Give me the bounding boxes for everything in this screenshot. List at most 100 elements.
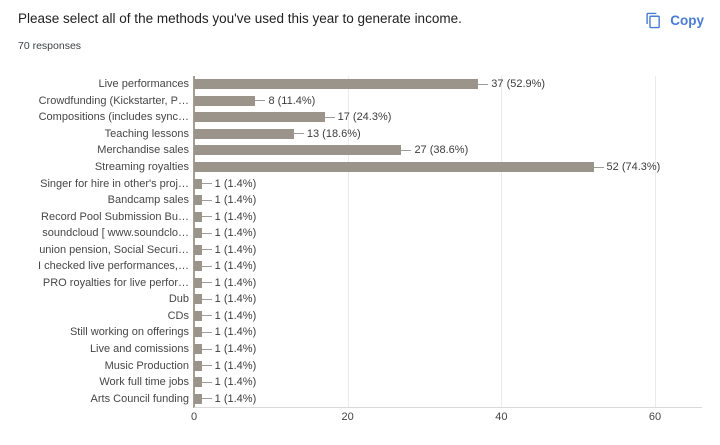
category-label: Music Production [104,359,189,372]
value-annotation: 1 (1.4%) [214,343,257,356]
category-label: soundcloud [ www.soundclo… [42,227,189,240]
value-annotation: 1 (1.4%) [214,210,257,223]
annotation-connector [201,282,212,284]
bar[interactable] [194,178,202,189]
value-annotation: 27 (38.6%) [414,144,469,157]
bar[interactable] [194,79,479,90]
annotation-connector [201,331,212,333]
annotation-connector [201,216,212,218]
value-annotation: 1 (1.4%) [214,194,257,207]
bar[interactable] [194,112,325,123]
annotation-connector [201,249,212,251]
annotation-connector [293,133,304,135]
bar-rows: Live performances 37 (52.9%) Crowdfundin… [0,76,720,407]
bar-row: Compositions (includes sync… 17 (24.3%) [0,109,720,126]
bar[interactable] [194,211,202,222]
value-annotation: 1 (1.4%) [214,309,257,322]
annotation-connector [201,398,212,400]
bar[interactable] [194,360,202,371]
category-label: Bandcamp sales [107,194,189,207]
value-annotation: 52 (74.3%) [606,161,661,173]
bar-row: Work full time jobs 1 (1.4%) [0,374,720,391]
bar[interactable] [194,261,202,272]
bar-row: Live performances 37 (52.9%) [0,76,720,93]
bar-row: Still working on offerings 1 (1.4%) [0,324,720,341]
value-annotation: 1 (1.4%) [214,260,257,273]
category-label: Singer for hire in other's proj… [40,177,189,190]
category-label: Record Pool Submission Bu… [41,210,189,223]
category-label: I checked live performances,… [37,260,189,273]
annotation-connector [201,365,212,367]
value-annotation: 13 (18.6%) [306,127,361,140]
annotation-connector [201,348,212,350]
value-annotation: 37 (52.9%) [491,78,546,91]
bar[interactable] [194,145,402,156]
copy-button[interactable]: Copy [643,8,706,33]
value-annotation: 17 (24.3%) [337,111,392,124]
category-label: Crowdfunding (Kickstarter, P… [38,94,189,107]
annotation-connector [201,298,212,300]
annotation-connector [324,116,335,118]
bar-row: Music Production 1 (1.4%) [0,357,720,374]
x-axis-bottom-line [194,407,702,408]
x-axis-tick-label: 20 [341,411,354,423]
gridline [347,76,349,407]
bar[interactable] [194,228,202,239]
bar[interactable] [194,294,202,305]
bar-row: Streaming royalties 52 (74.3%) [0,159,720,176]
bar[interactable] [194,244,202,255]
bar[interactable] [194,128,294,139]
category-label: PRO royalties for live perfor… [42,276,189,289]
category-label: Dub [168,293,189,306]
value-annotation: 8 (11.4%) [268,94,316,107]
copy-button-label: Copy [670,13,704,28]
annotation-connector [201,315,212,317]
bar-row: Teaching lessons 13 (18.6%) [0,126,720,143]
bar-row: CDs 1 (1.4%) [0,308,720,325]
bar-row: I checked live performances,… 1 (1.4%) [0,258,720,275]
y-axis-baseline [193,76,195,408]
value-annotation: 1 (1.4%) [214,359,257,372]
bar-row: Live and comissions 1 (1.4%) [0,341,720,358]
bar-row: Crowdfunding (Kickstarter, P… 8 (11.4%) [0,93,720,110]
bar-row: union pension, Social Securi… 1 (1.4%) [0,241,720,258]
value-annotation: 1 (1.4%) [214,376,257,389]
bar[interactable] [194,393,202,404]
x-axis-tick-label: 60 [648,411,662,423]
annotation-connector [201,381,212,383]
bar-row: Singer for hire in other's proj… 1 (1.4%… [0,175,720,192]
bar[interactable] [194,327,202,338]
bar-row: Dub 1 (1.4%) [0,291,720,308]
bar-row: Merchandise sales 27 (38.6%) [0,142,720,159]
value-annotation: 1 (1.4%) [214,243,257,256]
annotation-connector [478,83,489,85]
bar[interactable] [194,310,202,321]
bar[interactable] [194,277,202,288]
gridline [655,76,656,407]
annotation-connector [201,265,212,267]
bar[interactable] [194,95,256,106]
x-axis-tick-label: 0 [190,411,198,423]
value-annotation: 1 (1.4%) [214,276,257,289]
category-label: Work full time jobs [99,376,189,389]
bar[interactable] [194,162,594,172]
bar[interactable] [194,195,202,206]
annotation-connector [201,232,212,234]
category-label: Live and comissions [89,343,189,356]
bar[interactable] [194,377,202,388]
annotation-connector [593,166,604,168]
bar[interactable] [194,344,202,355]
responses-count: 70 responses [18,40,82,52]
bar-row: Bandcamp sales 1 (1.4%) [0,192,720,209]
value-annotation: 1 (1.4%) [214,392,257,405]
bar-row: PRO royalties for live perfor… 1 (1.4%) [0,275,720,292]
annotation-connector [255,100,266,102]
category-label: Arts Council funding [90,392,189,405]
annotation-connector [201,183,212,185]
question-title: Please select all of the methods you've … [18,11,462,26]
value-annotation: 1 (1.4%) [214,293,257,306]
category-label: union pension, Social Securi… [39,243,189,256]
value-annotation: 1 (1.4%) [214,227,257,240]
